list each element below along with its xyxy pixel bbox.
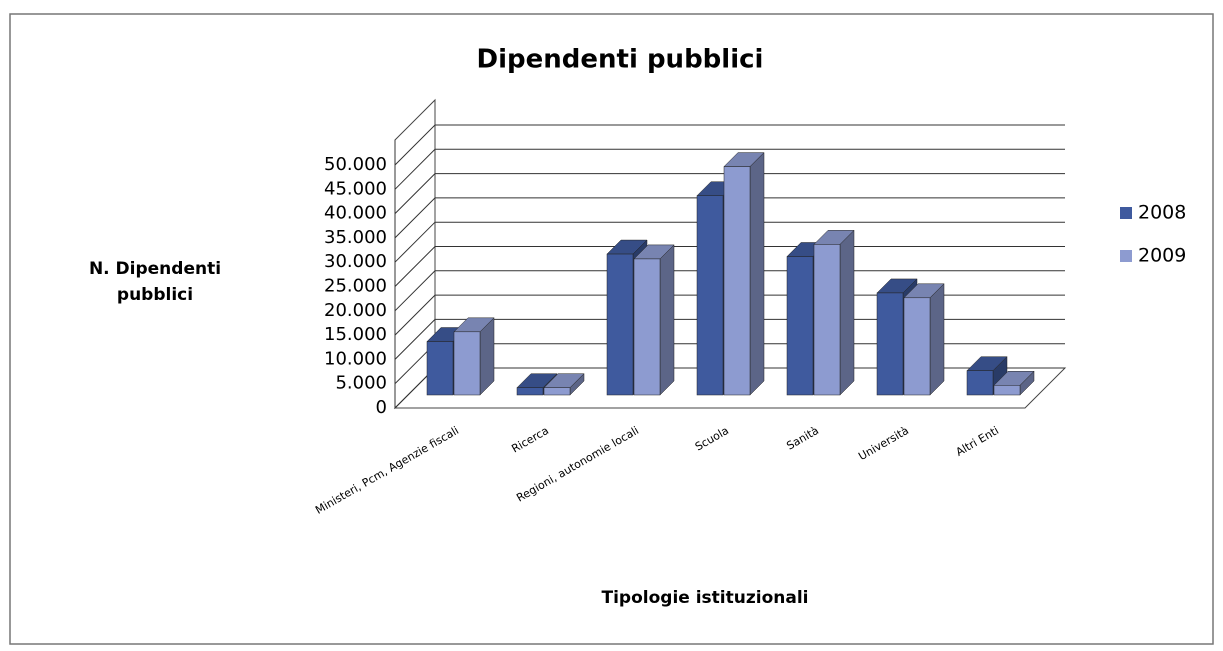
- legend-swatch: [1120, 250, 1132, 262]
- bar-front: [786, 256, 814, 396]
- bar: [543, 373, 585, 396]
- bar-front: [453, 331, 481, 396]
- y-tick-label: 10.000: [324, 348, 387, 369]
- chart-title: Dipendenti pubblici: [477, 45, 764, 75]
- bar-front: [993, 385, 1021, 396]
- bar-front: [543, 387, 571, 396]
- y-tick-label: 45.000: [324, 178, 387, 199]
- y-tick-label: 30.000: [324, 251, 387, 272]
- bar: [453, 317, 495, 396]
- bar-front: [426, 341, 454, 396]
- y-tick-label: 40.000: [324, 203, 387, 224]
- y-tick-label: 0: [376, 397, 387, 418]
- bar: [903, 283, 945, 396]
- bar-front: [813, 244, 841, 396]
- x-axis-title: Tipologie istituzionali: [602, 588, 809, 608]
- bar-front: [876, 292, 904, 396]
- y-axis-title: N. Dipendenti pubblici: [88, 259, 222, 305]
- bar-side: [929, 283, 945, 396]
- grid-line: [394, 294, 1065, 336]
- y-tick-label: 50.000: [324, 154, 387, 175]
- bar: [813, 229, 855, 396]
- y-tick-label: 20.000: [324, 300, 387, 321]
- grid-line: [394, 318, 1065, 360]
- grid-line: [394, 124, 1065, 166]
- y-tick-label: 15.000: [324, 324, 387, 345]
- grid-line: [394, 148, 1065, 190]
- grid-line: [394, 221, 1065, 263]
- bar-front: [903, 297, 931, 396]
- y-tick-label: 5.000: [335, 373, 387, 394]
- bar-front: [606, 253, 634, 396]
- grid-line: [394, 246, 1065, 287]
- y-tick-label: 35.000: [324, 227, 387, 248]
- bar-side: [839, 229, 855, 396]
- bar: [723, 151, 765, 396]
- y-tick-label: 25.000: [324, 276, 387, 297]
- grid-line: [394, 173, 1065, 214]
- bar: [633, 244, 675, 396]
- bar-side: [749, 151, 765, 396]
- legend-label: 2008: [1138, 202, 1186, 224]
- bar-front: [516, 387, 544, 396]
- bar-front: [723, 166, 751, 396]
- bar-front: [696, 195, 724, 396]
- grid-line: [394, 270, 1065, 312]
- bar: [993, 370, 1035, 396]
- bar-side: [659, 244, 675, 396]
- legend-label: 2009: [1138, 245, 1186, 267]
- bar-front: [966, 370, 994, 396]
- grid-line: [394, 197, 1065, 239]
- bar-front: [633, 258, 661, 396]
- bar: [966, 356, 1008, 396]
- legend-swatch: [1120, 207, 1132, 219]
